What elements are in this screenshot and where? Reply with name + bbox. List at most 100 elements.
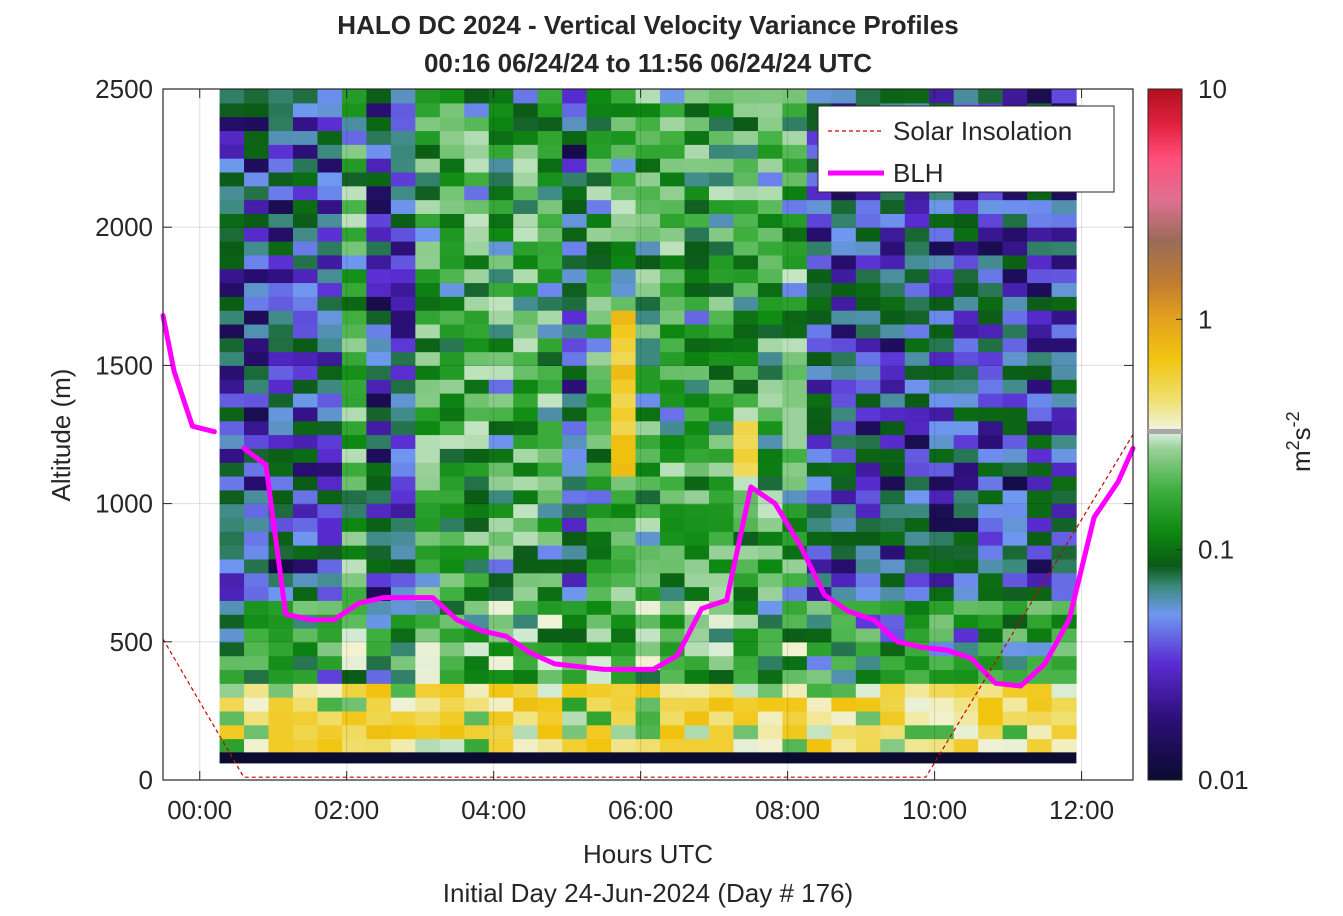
heatmap-cell	[855, 365, 881, 380]
heatmap-cell	[880, 241, 906, 256]
heatmap-cell	[268, 282, 294, 297]
heatmap-cell	[366, 669, 392, 684]
heatmap-cell	[439, 282, 465, 297]
heatmap-cell	[292, 669, 319, 684]
heatmap-cell	[586, 282, 612, 297]
heatmap-cell	[488, 282, 514, 297]
heatmap-cell	[488, 102, 514, 118]
heatmap-cell	[439, 710, 465, 726]
heatmap-cell	[562, 393, 588, 408]
heatmap-cell	[782, 586, 808, 601]
heatmap-cell	[1027, 406, 1053, 422]
heatmap-cell	[390, 724, 416, 740]
heatmap-cell	[415, 558, 441, 574]
heatmap-cell	[660, 572, 686, 588]
heatmap-cell	[1002, 669, 1028, 684]
heatmap-cell	[708, 448, 735, 463]
heatmap-cell	[782, 462, 808, 477]
heatmap-cell	[904, 710, 930, 726]
heatmap-cell	[537, 241, 563, 256]
heatmap-cell	[464, 600, 490, 615]
heatmap-cell	[782, 379, 808, 394]
heatmap-cell	[537, 448, 563, 463]
heatmap-cell	[733, 337, 759, 353]
heatmap-cell	[586, 199, 612, 214]
heatmap-cell	[586, 724, 612, 740]
heatmap-cell	[513, 558, 539, 574]
heatmap-cell	[292, 171, 319, 187]
heatmap-cell	[537, 614, 563, 629]
heatmap-cell	[292, 379, 319, 394]
heatmap-cell	[244, 227, 270, 242]
heatmap-cell	[537, 310, 563, 325]
heatmap-cell	[611, 531, 637, 546]
heatmap-cell	[929, 697, 955, 712]
heatmap-cell	[390, 337, 416, 353]
heatmap-cell	[562, 282, 588, 297]
heatmap-cell	[708, 641, 735, 657]
heatmap-cell	[611, 448, 637, 463]
heatmap-cell	[586, 420, 612, 436]
heatmap-cell	[904, 296, 930, 311]
heatmap-cell	[244, 503, 270, 519]
heatmap-cell	[1027, 641, 1053, 657]
heatmap-cell	[415, 475, 441, 491]
heatmap-cell	[929, 503, 955, 519]
heatmap-cell	[684, 683, 710, 698]
heatmap-cell	[978, 434, 1004, 449]
heatmap-cell	[831, 448, 857, 463]
heatmap-cell	[488, 572, 514, 588]
heatmap-cell	[831, 572, 857, 588]
heatmap-cell	[635, 393, 661, 408]
heatmap-cell	[439, 158, 465, 173]
heatmap-cell	[366, 337, 392, 353]
colorbar-label: m2s-2	[1283, 411, 1316, 472]
heatmap-cell	[439, 89, 465, 104]
heatmap-cell	[1002, 448, 1028, 463]
heatmap-cell	[708, 241, 735, 256]
heatmap-cell	[366, 434, 392, 449]
heatmap-cell	[635, 669, 661, 684]
heatmap-cell	[660, 337, 686, 353]
heatmap-cell	[1051, 545, 1077, 560]
heatmap-cell	[513, 199, 539, 214]
heatmap-cell	[660, 310, 686, 325]
heatmap-cell	[904, 489, 930, 505]
heatmap-cell	[366, 296, 392, 311]
heatmap-cell	[782, 393, 808, 408]
heatmap-cell	[660, 241, 686, 256]
heatmap-cell	[439, 434, 465, 449]
heatmap-cell	[268, 351, 294, 366]
heatmap-cell	[660, 393, 686, 408]
heatmap-cell	[513, 724, 539, 740]
heatmap-cell	[733, 130, 759, 145]
heatmap-cell	[292, 89, 319, 104]
heatmap-cell	[904, 448, 930, 463]
heatmap-cell	[244, 282, 270, 297]
y-tick-label: 2500	[95, 74, 153, 104]
heatmap-cell	[439, 379, 465, 394]
heatmap-cell	[782, 558, 808, 574]
heatmap-cell	[855, 310, 881, 325]
heatmap-cell	[880, 282, 906, 297]
heatmap-cell	[1027, 268, 1053, 284]
heatmap-cell	[586, 406, 612, 422]
heatmap-cell	[929, 296, 955, 311]
heatmap-cell	[513, 379, 539, 394]
heatmap-cell	[390, 254, 416, 270]
heatmap-cell	[219, 227, 245, 242]
heatmap-cell	[684, 489, 710, 505]
heatmap-cell	[635, 199, 661, 214]
heatmap-cell	[684, 185, 710, 201]
heatmap-cell	[635, 351, 661, 366]
heatmap-cell	[537, 393, 563, 408]
heatmap-cell	[1051, 724, 1077, 740]
heatmap-cell	[953, 517, 979, 532]
heatmap-cell	[635, 572, 661, 588]
heatmap-cell	[855, 655, 881, 671]
heatmap-cell	[904, 627, 930, 643]
heatmap-cell	[660, 227, 686, 242]
heatmap-cell	[537, 89, 563, 104]
heatmap-cell	[439, 489, 465, 505]
